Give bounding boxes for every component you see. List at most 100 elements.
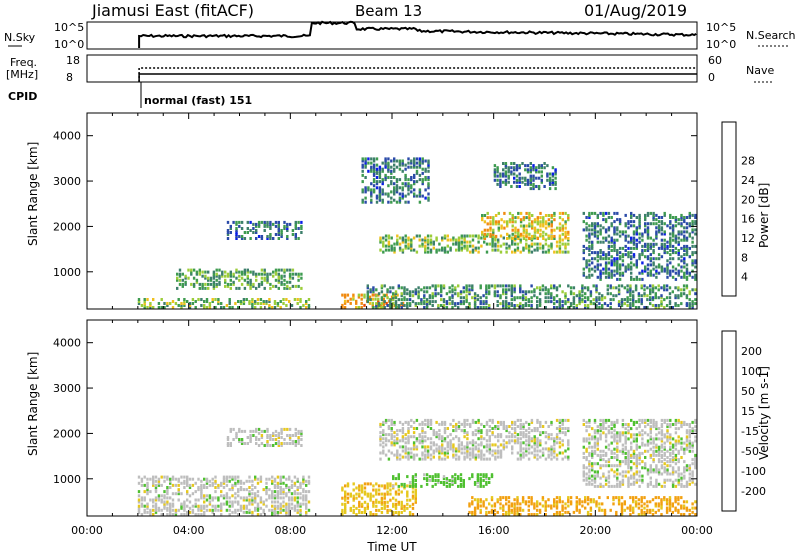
- echo-cell: [393, 431, 396, 435]
- echo-cell: [404, 178, 407, 182]
- echo-cell: [663, 222, 666, 226]
- echo-cell: [344, 490, 347, 494]
- echo-cell: [621, 460, 625, 464]
- echo-cell: [305, 479, 308, 483]
- echo-cell: [593, 420, 597, 424]
- echo-cell: [537, 187, 541, 191]
- echo-cell: [522, 218, 526, 222]
- echo-cell: [305, 483, 308, 487]
- echo-cell: [613, 269, 616, 273]
- echo-cell: [407, 236, 410, 240]
- echo-cell: [529, 162, 532, 165]
- echo-cell: [426, 420, 430, 424]
- echo-cell: [564, 242, 567, 246]
- echo-cell: [269, 237, 272, 240]
- echo-cell: [591, 232, 594, 236]
- echo-cell: [296, 298, 299, 301]
- echo-cell: [663, 298, 666, 302]
- echo-cell: [572, 298, 576, 302]
- echo-cell: [291, 268, 295, 272]
- echo-cell: [669, 232, 672, 236]
- echo-cell: [536, 220, 539, 224]
- echo-cell: [440, 288, 443, 292]
- echo-cell: [372, 290, 375, 294]
- echo-cell: [680, 238, 683, 242]
- echo-cell: [297, 438, 300, 441]
- echo-cell: [514, 234, 517, 238]
- echo-cell: [276, 494, 280, 498]
- echo-cell: [547, 504, 550, 508]
- echo-cell: [588, 228, 591, 232]
- echo-cell: [398, 178, 402, 182]
- echo-cell: [463, 422, 466, 426]
- echo-cell: [283, 278, 286, 282]
- echo-cell: [389, 484, 392, 488]
- echo-cell: [522, 425, 525, 428]
- echo-cell: [424, 169, 427, 173]
- echo-cell: [617, 304, 621, 307]
- echo-cell: [378, 176, 382, 179]
- echo-cell: [392, 298, 395, 302]
- echo-cell: [584, 292, 587, 296]
- echo-cell: [457, 240, 461, 244]
- echo-cell: [370, 161, 373, 165]
- echo-cell: [502, 504, 505, 508]
- echo-cell: [638, 425, 641, 429]
- echo-cell: [607, 443, 611, 447]
- echo-cell: [481, 230, 484, 234]
- echo-cell: [555, 510, 559, 514]
- echo-cell: [146, 483, 149, 487]
- echo-cell: [372, 167, 376, 171]
- echo-cell: [610, 269, 613, 273]
- echo-cell: [282, 481, 285, 485]
- echo-cell: [279, 508, 282, 512]
- echo-cell: [171, 477, 175, 481]
- echo-cell: [392, 475, 395, 479]
- echo-cell: [511, 228, 514, 232]
- echo-cell: [463, 447, 466, 451]
- echo-cell: [476, 502, 480, 506]
- echo-cell: [451, 284, 454, 288]
- echo-cell: [668, 292, 672, 296]
- echo-cell: [406, 484, 409, 488]
- echo-cell: [591, 451, 594, 455]
- echo-cell: [218, 280, 221, 284]
- echo-cell: [558, 238, 562, 242]
- echo-cell: [366, 298, 369, 302]
- echo-cell: [657, 504, 660, 508]
- echo-cell: [663, 306, 666, 309]
- echo-cell: [407, 157, 410, 161]
- echo-cell: [685, 249, 689, 252]
- echo-cell: [623, 302, 626, 306]
- echo-cell: [180, 492, 183, 496]
- echo-cell: [496, 174, 499, 178]
- echo-cell: [440, 298, 443, 302]
- echo-cell: [268, 496, 271, 500]
- echo-cell: [599, 425, 602, 429]
- echo-cell: [657, 265, 661, 269]
- echo-cell: [243, 272, 247, 276]
- echo-cell: [404, 163, 407, 167]
- echo-cell: [596, 453, 599, 457]
- echo-cell: [646, 257, 650, 261]
- echo-cell: [621, 470, 625, 474]
- echo-cell: [279, 490, 282, 494]
- echo-cell: [392, 294, 395, 298]
- echo-cell: [493, 502, 497, 506]
- echo-cell: [511, 242, 514, 246]
- echo-cell: [476, 473, 480, 477]
- echo-cell: [379, 443, 382, 447]
- y-tick-label: 2000: [53, 220, 81, 233]
- echo-cell: [274, 429, 278, 433]
- echo-cell: [624, 470, 627, 474]
- echo-cell: [393, 441, 396, 445]
- echo-cell: [630, 460, 633, 464]
- echo-cell: [479, 477, 482, 481]
- echo-cell: [527, 504, 530, 508]
- echo-cell: [596, 462, 599, 466]
- echo-cell: [441, 437, 444, 441]
- echo-cell: [494, 242, 497, 246]
- echo-cell: [299, 502, 302, 506]
- echo-cell: [200, 494, 203, 498]
- echo-cell: [225, 500, 229, 504]
